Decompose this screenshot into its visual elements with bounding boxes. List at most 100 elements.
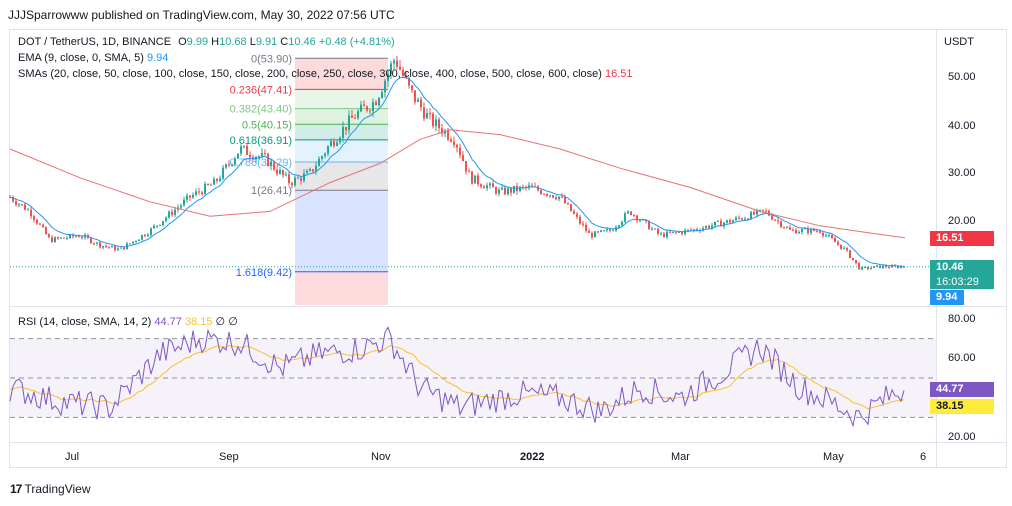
candle-body	[807, 228, 809, 234]
candle-body	[324, 153, 326, 157]
candle-body	[717, 220, 719, 222]
rsi-tick: 80.00	[948, 313, 976, 325]
ema-legend[interactable]: EMA (9, close, 0, SMA, 5) 9.94	[18, 50, 168, 66]
candle-body	[351, 115, 353, 118]
sma-label[interactable]: SMAs (20, close, 50, close, 100, close, …	[18, 68, 602, 80]
rsi-tag: 44.77	[930, 382, 994, 397]
candle-body	[816, 230, 818, 232]
candle-body	[231, 164, 233, 166]
sma-line	[9, 129, 906, 239]
candle-body	[681, 231, 683, 235]
candle-body	[243, 145, 245, 147]
candle-body	[234, 158, 236, 165]
candle-body	[732, 220, 734, 223]
candle-body	[822, 232, 824, 236]
candle-body	[300, 177, 302, 181]
candle-body	[111, 245, 113, 248]
candle-body	[24, 204, 26, 210]
candle-body	[852, 258, 854, 261]
candle-body	[774, 219, 776, 221]
price-axis-divider	[936, 29, 937, 468]
rsi-line	[9, 326, 905, 428]
fib-zone	[295, 124, 388, 140]
candle-body	[759, 209, 761, 211]
candle-body	[507, 188, 509, 195]
candle-body	[384, 80, 386, 93]
candle-body	[360, 104, 362, 112]
candle-body	[561, 196, 563, 198]
candle-body	[726, 220, 728, 223]
sma-price-tag: 16.51	[930, 231, 994, 246]
candle-body	[672, 231, 674, 233]
rsi-sma-tag: 38.15	[930, 399, 994, 414]
symbol-name[interactable]: DOT / TetherUS, 1D, BINANCE	[18, 36, 172, 48]
high-label: H	[211, 36, 220, 48]
candle-body	[156, 225, 158, 227]
candle-body	[453, 141, 455, 145]
candle-body	[762, 209, 764, 211]
candle-body	[570, 204, 572, 212]
candle-body	[279, 170, 281, 174]
pane-separator[interactable]	[9, 306, 1007, 307]
candle-body	[435, 119, 437, 127]
ema-label[interactable]: EMA (9, close, 0, SMA, 5)	[18, 52, 144, 64]
candle-body	[543, 194, 545, 196]
candle-body	[510, 188, 512, 193]
candle-body	[222, 167, 224, 179]
last-price-value: 10.46	[936, 261, 964, 273]
candle-body	[84, 235, 86, 238]
candle-body	[201, 192, 203, 195]
time-tick: Nov	[371, 451, 391, 463]
candle-body	[753, 211, 755, 215]
candle-body	[393, 60, 395, 64]
tradingview-brand[interactable]: 17 TradingView	[10, 482, 91, 496]
candle-body	[876, 265, 878, 267]
candle-body	[258, 156, 260, 158]
candle-body	[21, 204, 23, 206]
candle-body	[870, 267, 872, 269]
candle-body	[735, 217, 737, 221]
candle-body	[288, 174, 290, 184]
candle-body	[120, 247, 122, 249]
candle-body	[309, 169, 311, 171]
candle-body	[795, 229, 797, 234]
candle-body	[141, 235, 143, 240]
candle-body	[75, 236, 77, 238]
candle-body	[60, 237, 62, 239]
fib-level-label: 0.236(47.41)	[230, 84, 292, 96]
sma-legend[interactable]: SMAs (20, close, 50, close, 100, close, …	[18, 66, 633, 82]
candle-body	[246, 145, 248, 155]
candle-body	[801, 229, 803, 233]
candle-body	[228, 164, 230, 166]
candle-body	[483, 186, 485, 189]
symbol-legend[interactable]: DOT / TetherUS, 1D, BINANCE O9.99 H10.68…	[18, 34, 395, 50]
candle-body	[609, 229, 611, 231]
candle-body	[414, 90, 416, 102]
candle-body	[216, 178, 218, 181]
candle-body	[639, 220, 641, 222]
candle-body	[147, 234, 149, 237]
candle-body	[687, 229, 689, 231]
sma-value: 16.51	[605, 68, 633, 80]
time-tick: May	[823, 451, 844, 463]
candle-body	[423, 107, 425, 119]
candle-body	[45, 227, 47, 235]
candle-body	[459, 147, 461, 156]
rsi-label[interactable]: RSI (14, close, SMA, 14, 2)	[18, 316, 152, 328]
candle-body	[525, 186, 527, 188]
candle-body	[606, 229, 608, 231]
candle-body	[555, 197, 557, 200]
candle-body	[420, 99, 422, 108]
candle-body	[663, 233, 665, 238]
candle-body	[198, 191, 200, 193]
time-tick: 6	[920, 451, 927, 463]
fib-level-label: 0.5(40.15)	[242, 119, 292, 131]
candle-body	[399, 66, 401, 70]
candle-body	[135, 241, 137, 243]
candle-body	[114, 245, 116, 251]
candle-body	[81, 237, 83, 239]
rsi-legend[interactable]: RSI (14, close, SMA, 14, 2) 44.77 38.15 …	[18, 314, 238, 330]
candle-body	[108, 246, 110, 248]
candle-body	[618, 225, 620, 228]
